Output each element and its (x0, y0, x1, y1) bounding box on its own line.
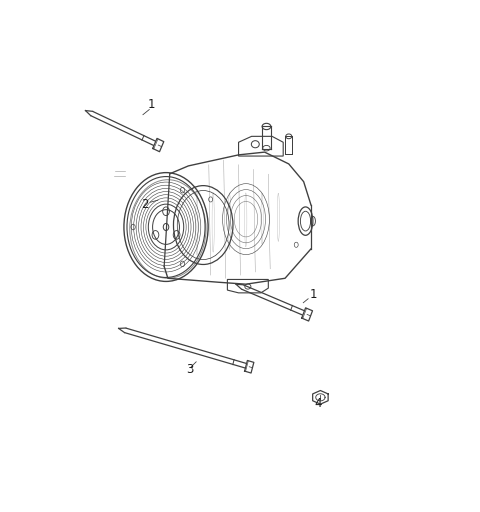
Text: 4: 4 (314, 397, 322, 410)
Text: 3: 3 (186, 363, 193, 376)
Text: 2: 2 (141, 198, 149, 210)
Text: 1: 1 (310, 288, 317, 302)
Text: 1: 1 (147, 98, 155, 111)
